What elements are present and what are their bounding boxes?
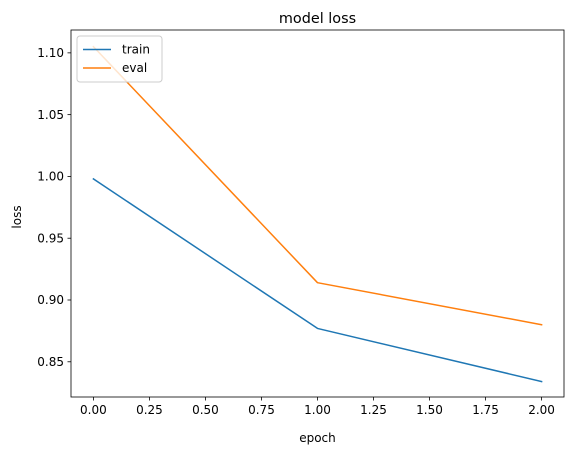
series-line-eval	[92, 45, 543, 326]
x-tick-label: 1.25	[360, 403, 387, 417]
legend-label-train: train	[122, 43, 150, 57]
y-tick-label: 0.90	[37, 293, 64, 307]
x-tick-label: 0.25	[136, 403, 163, 417]
legend-label-eval: eval	[122, 61, 147, 75]
x-tick-label: 1.50	[416, 403, 443, 417]
chart-title: model loss	[279, 11, 356, 27]
series-line-train	[92, 177, 543, 383]
x-tick-label: 0.75	[248, 403, 275, 417]
x-tick-label: 0.00	[80, 403, 107, 417]
x-tick-label: 0.50	[192, 403, 219, 417]
x-tick-label: 1.75	[472, 403, 499, 417]
y-axis-label: loss	[10, 205, 24, 228]
legend: train eval	[76, 35, 163, 83]
y-axis: 0.85 0.90 0.95 1.00 1.05 1.10	[37, 46, 71, 369]
y-tick-label: 0.95	[37, 231, 64, 245]
legend-box	[76, 35, 163, 83]
x-tick-label: 1.00	[304, 403, 331, 417]
x-axis: 0.00 0.25 0.50 0.75 1.00 1.25 1.50 1.75 2.00	[80, 397, 555, 417]
plot-area	[92, 45, 543, 383]
y-tick-label: 0.85	[37, 355, 64, 369]
x-tick-label: 2.00	[528, 403, 555, 417]
y-tick-label: 1.05	[37, 108, 64, 122]
x-axis-label: epoch	[299, 431, 336, 445]
y-tick-label: 1.10	[37, 46, 64, 60]
y-tick-label: 1.00	[37, 170, 64, 184]
